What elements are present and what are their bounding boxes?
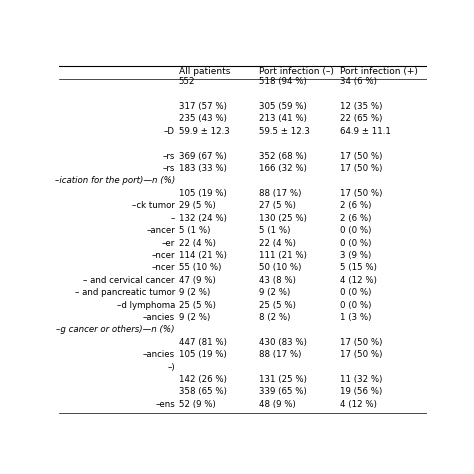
Text: 447 (81 %): 447 (81 %) xyxy=(179,338,227,347)
Text: 4 (12 %): 4 (12 %) xyxy=(340,276,377,285)
Text: 25 (5 %): 25 (5 %) xyxy=(259,301,296,310)
Text: 19 (56 %): 19 (56 %) xyxy=(340,387,383,396)
Text: 235 (43 %): 235 (43 %) xyxy=(179,114,227,123)
Text: 43 (8 %): 43 (8 %) xyxy=(259,276,296,285)
Text: All patients: All patients xyxy=(179,67,230,76)
Text: 5 (1 %): 5 (1 %) xyxy=(259,226,291,235)
Text: 132 (24 %): 132 (24 %) xyxy=(179,214,227,223)
Text: –ancies: –ancies xyxy=(143,313,175,322)
Text: –rs: –rs xyxy=(163,152,175,161)
Text: – and pancreatic tumor: – and pancreatic tumor xyxy=(75,288,175,297)
Text: 518 (94 %): 518 (94 %) xyxy=(259,77,307,86)
Text: 22 (65 %): 22 (65 %) xyxy=(340,114,383,123)
Text: 111 (21 %): 111 (21 %) xyxy=(259,251,307,260)
Text: 8 (2 %): 8 (2 %) xyxy=(259,313,291,322)
Text: 59.9 ± 12.3: 59.9 ± 12.3 xyxy=(179,127,229,136)
Text: –ication for the port)—n (%): –ication for the port)—n (%) xyxy=(55,176,175,185)
Text: –): –) xyxy=(167,363,175,372)
Text: 27 (5 %): 27 (5 %) xyxy=(259,201,296,210)
Text: 5 (1 %): 5 (1 %) xyxy=(179,226,210,235)
Text: 3 (9 %): 3 (9 %) xyxy=(340,251,372,260)
Text: 183 (33 %): 183 (33 %) xyxy=(179,164,227,173)
Text: 11 (32 %): 11 (32 %) xyxy=(340,375,383,384)
Text: –ancer: –ancer xyxy=(146,226,175,235)
Text: 305 (59 %): 305 (59 %) xyxy=(259,102,307,111)
Text: 17 (50 %): 17 (50 %) xyxy=(340,350,383,359)
Text: 105 (19 %): 105 (19 %) xyxy=(179,189,227,198)
Text: 29 (5 %): 29 (5 %) xyxy=(179,201,215,210)
Text: 4 (12 %): 4 (12 %) xyxy=(340,400,377,409)
Text: 9 (2 %): 9 (2 %) xyxy=(179,313,210,322)
Text: 0 (0 %): 0 (0 %) xyxy=(340,226,372,235)
Text: Port infection (+): Port infection (+) xyxy=(340,67,418,76)
Text: –er: –er xyxy=(162,238,175,247)
Text: 1 (3 %): 1 (3 %) xyxy=(340,313,372,322)
Text: 0 (0 %): 0 (0 %) xyxy=(340,288,372,297)
Text: 130 (25 %): 130 (25 %) xyxy=(259,214,307,223)
Text: 17 (50 %): 17 (50 %) xyxy=(340,164,383,173)
Text: 17 (50 %): 17 (50 %) xyxy=(340,152,383,161)
Text: 2 (6 %): 2 (6 %) xyxy=(340,201,372,210)
Text: 64.9 ± 11.1: 64.9 ± 11.1 xyxy=(340,127,391,136)
Text: 25 (5 %): 25 (5 %) xyxy=(179,301,216,310)
Text: 131 (25 %): 131 (25 %) xyxy=(259,375,307,384)
Text: 317 (57 %): 317 (57 %) xyxy=(179,102,227,111)
Text: 105 (19 %): 105 (19 %) xyxy=(179,350,227,359)
Text: 59.5 ± 12.3: 59.5 ± 12.3 xyxy=(259,127,310,136)
Text: 0 (0 %): 0 (0 %) xyxy=(340,238,372,247)
Text: 166 (32 %): 166 (32 %) xyxy=(259,164,307,173)
Text: 12 (35 %): 12 (35 %) xyxy=(340,102,383,111)
Text: 369 (67 %): 369 (67 %) xyxy=(179,152,227,161)
Text: –ncer: –ncer xyxy=(152,264,175,273)
Text: 358 (65 %): 358 (65 %) xyxy=(179,387,227,396)
Text: 352 (68 %): 352 (68 %) xyxy=(259,152,307,161)
Text: 34 (6 %): 34 (6 %) xyxy=(340,77,377,86)
Text: –rs: –rs xyxy=(163,164,175,173)
Text: 88 (17 %): 88 (17 %) xyxy=(259,189,302,198)
Text: 339 (65 %): 339 (65 %) xyxy=(259,387,307,396)
Text: Port infection (–): Port infection (–) xyxy=(259,67,334,76)
Text: 47 (9 %): 47 (9 %) xyxy=(179,276,215,285)
Text: 114 (21 %): 114 (21 %) xyxy=(179,251,227,260)
Text: 22 (4 %): 22 (4 %) xyxy=(259,238,296,247)
Text: 55 (10 %): 55 (10 %) xyxy=(179,264,221,273)
Text: 9 (2 %): 9 (2 %) xyxy=(259,288,291,297)
Text: – and cervical cancer: – and cervical cancer xyxy=(83,276,175,285)
Text: 88 (17 %): 88 (17 %) xyxy=(259,350,302,359)
Text: –ens: –ens xyxy=(155,400,175,409)
Text: 9 (2 %): 9 (2 %) xyxy=(179,288,210,297)
Text: 0 (0 %): 0 (0 %) xyxy=(340,301,372,310)
Text: 22 (4 %): 22 (4 %) xyxy=(179,238,216,247)
Text: –ancies: –ancies xyxy=(143,350,175,359)
Text: 52 (9 %): 52 (9 %) xyxy=(179,400,215,409)
Text: –: – xyxy=(171,214,175,223)
Text: 5 (15 %): 5 (15 %) xyxy=(340,264,377,273)
Text: 2 (6 %): 2 (6 %) xyxy=(340,214,372,223)
Text: 552: 552 xyxy=(179,77,195,86)
Text: –g cancer or others)—n (%): –g cancer or others)—n (%) xyxy=(56,325,175,334)
Text: 17 (50 %): 17 (50 %) xyxy=(340,338,383,347)
Text: 430 (83 %): 430 (83 %) xyxy=(259,338,307,347)
Text: 48 (9 %): 48 (9 %) xyxy=(259,400,296,409)
Text: –D: –D xyxy=(164,127,175,136)
Text: 17 (50 %): 17 (50 %) xyxy=(340,189,383,198)
Text: 213 (41 %): 213 (41 %) xyxy=(259,114,307,123)
Text: –ncer: –ncer xyxy=(152,251,175,260)
Text: –d lymphoma: –d lymphoma xyxy=(117,301,175,310)
Text: 50 (10 %): 50 (10 %) xyxy=(259,264,302,273)
Text: 142 (26 %): 142 (26 %) xyxy=(179,375,227,384)
Text: –ck tumor: –ck tumor xyxy=(132,201,175,210)
